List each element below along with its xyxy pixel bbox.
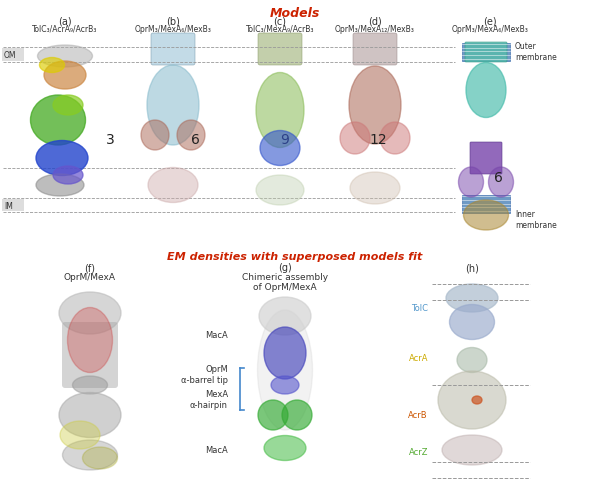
Ellipse shape	[264, 436, 306, 461]
Ellipse shape	[472, 396, 482, 404]
Text: (e): (e)	[483, 16, 497, 26]
Text: IM: IM	[4, 201, 13, 211]
FancyBboxPatch shape	[462, 43, 510, 61]
Ellipse shape	[350, 172, 400, 204]
Text: (f): (f)	[85, 263, 96, 273]
Text: MacA: MacA	[205, 445, 228, 455]
Ellipse shape	[282, 400, 312, 430]
Ellipse shape	[256, 175, 304, 205]
Text: TolC: TolC	[411, 303, 428, 313]
FancyBboxPatch shape	[470, 142, 502, 174]
Ellipse shape	[259, 297, 311, 335]
Ellipse shape	[59, 392, 121, 438]
Ellipse shape	[53, 95, 83, 115]
Text: OprM/MexA: OprM/MexA	[64, 273, 116, 282]
Ellipse shape	[459, 167, 483, 197]
Text: AcrB: AcrB	[408, 411, 428, 419]
FancyBboxPatch shape	[2, 48, 24, 61]
Ellipse shape	[67, 308, 112, 372]
Ellipse shape	[258, 310, 313, 430]
Ellipse shape	[271, 376, 299, 394]
Text: 6: 6	[190, 133, 199, 147]
Ellipse shape	[36, 141, 88, 175]
FancyBboxPatch shape	[465, 42, 507, 62]
Text: OprM₃/MexA₁₂/MexB₃: OprM₃/MexA₁₂/MexB₃	[335, 25, 415, 34]
Ellipse shape	[60, 421, 100, 449]
Text: (c): (c)	[274, 16, 287, 26]
Text: Inner
membrane: Inner membrane	[515, 210, 557, 230]
Ellipse shape	[446, 284, 498, 312]
Ellipse shape	[438, 371, 506, 429]
Text: TolC₃/MexA₉/AcrB₃: TolC₃/MexA₉/AcrB₃	[246, 25, 314, 34]
FancyBboxPatch shape	[62, 322, 118, 388]
Text: 12: 12	[369, 133, 387, 147]
Text: OM: OM	[4, 50, 17, 59]
Text: OprM
α-barrel tip: OprM α-barrel tip	[181, 366, 228, 385]
Ellipse shape	[489, 167, 514, 197]
FancyBboxPatch shape	[258, 33, 302, 65]
Text: Chimeric assembly
of OprM/MexA: Chimeric assembly of OprM/MexA	[242, 273, 328, 293]
Ellipse shape	[31, 95, 86, 145]
Ellipse shape	[44, 61, 86, 89]
Ellipse shape	[83, 447, 118, 469]
Ellipse shape	[457, 347, 487, 372]
FancyBboxPatch shape	[462, 195, 510, 213]
Ellipse shape	[260, 130, 300, 166]
Ellipse shape	[177, 120, 205, 150]
Ellipse shape	[40, 57, 64, 73]
Text: Outer
membrane: Outer membrane	[515, 42, 557, 62]
Text: TolC₃/AcrA₉/AcrB₃: TolC₃/AcrA₉/AcrB₃	[33, 25, 98, 34]
Ellipse shape	[380, 122, 410, 154]
Ellipse shape	[53, 166, 83, 184]
Ellipse shape	[73, 376, 108, 394]
Ellipse shape	[264, 327, 306, 379]
Text: AcrA: AcrA	[408, 353, 428, 363]
Ellipse shape	[36, 174, 84, 196]
Text: Models: Models	[270, 7, 320, 20]
Text: (b): (b)	[166, 16, 180, 26]
Ellipse shape	[349, 66, 401, 144]
Ellipse shape	[63, 440, 118, 470]
Text: OprM₃/MexA₆/MexB₃: OprM₃/MexA₆/MexB₃	[452, 25, 528, 34]
Text: MacA: MacA	[205, 330, 228, 340]
Text: (h): (h)	[465, 263, 479, 273]
FancyBboxPatch shape	[151, 33, 195, 65]
Ellipse shape	[442, 435, 502, 465]
Ellipse shape	[340, 122, 370, 154]
Ellipse shape	[450, 304, 495, 340]
Ellipse shape	[147, 65, 199, 145]
Text: (g): (g)	[278, 263, 292, 273]
Text: AcrZ: AcrZ	[408, 447, 428, 457]
Text: 6: 6	[493, 171, 502, 185]
Text: (a): (a)	[58, 16, 72, 26]
Ellipse shape	[466, 63, 506, 118]
FancyBboxPatch shape	[2, 199, 24, 211]
Text: (d): (d)	[368, 16, 382, 26]
FancyBboxPatch shape	[353, 33, 397, 65]
Text: EM densities with superposed models fit: EM densities with superposed models fit	[167, 252, 423, 262]
Ellipse shape	[37, 45, 93, 67]
Ellipse shape	[148, 168, 198, 202]
Ellipse shape	[256, 73, 304, 147]
Text: OprM₃/MexA₆/MexB₃: OprM₃/MexA₆/MexB₃	[135, 25, 212, 34]
Ellipse shape	[258, 400, 288, 430]
Ellipse shape	[59, 292, 121, 334]
Text: 9: 9	[281, 133, 290, 147]
Ellipse shape	[141, 120, 169, 150]
Text: MexA
α-hairpin: MexA α-hairpin	[190, 391, 228, 410]
Ellipse shape	[463, 200, 508, 230]
Text: 3: 3	[106, 133, 115, 147]
